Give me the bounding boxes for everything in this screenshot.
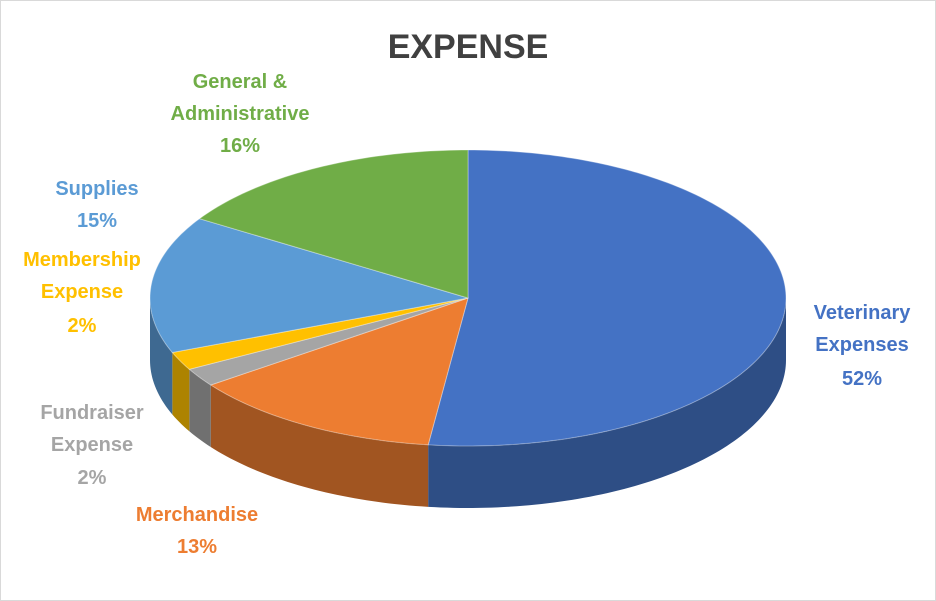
slice-value-label: 2% xyxy=(67,315,97,337)
slice-side xyxy=(150,298,173,415)
slice-label: Supplies xyxy=(55,178,139,200)
slice-side xyxy=(428,298,786,508)
slice-value-label: 15% xyxy=(76,210,118,232)
slice-label: Veterinary Expenses xyxy=(813,302,911,356)
slice xyxy=(171,297,469,370)
slice-label: Fundraiser Expense xyxy=(40,402,144,456)
slice-value-label: 2% xyxy=(77,467,107,489)
slice-label: Merchandise xyxy=(135,504,259,526)
slice xyxy=(149,218,469,354)
slice-value-label: 13% xyxy=(176,536,218,558)
slice xyxy=(427,149,787,447)
slice-side xyxy=(210,384,429,507)
slice-side xyxy=(172,352,190,432)
slice xyxy=(188,297,469,386)
slice-label: General & Administrative xyxy=(170,71,310,125)
slice-value-label: 16% xyxy=(219,135,261,157)
slice xyxy=(209,297,469,446)
chart-title: EXPENSE xyxy=(387,28,549,66)
slice-label: Membership Expense xyxy=(23,249,141,303)
slice-value-label: 52% xyxy=(841,368,883,390)
slice xyxy=(198,149,469,299)
slice-side xyxy=(189,369,211,447)
